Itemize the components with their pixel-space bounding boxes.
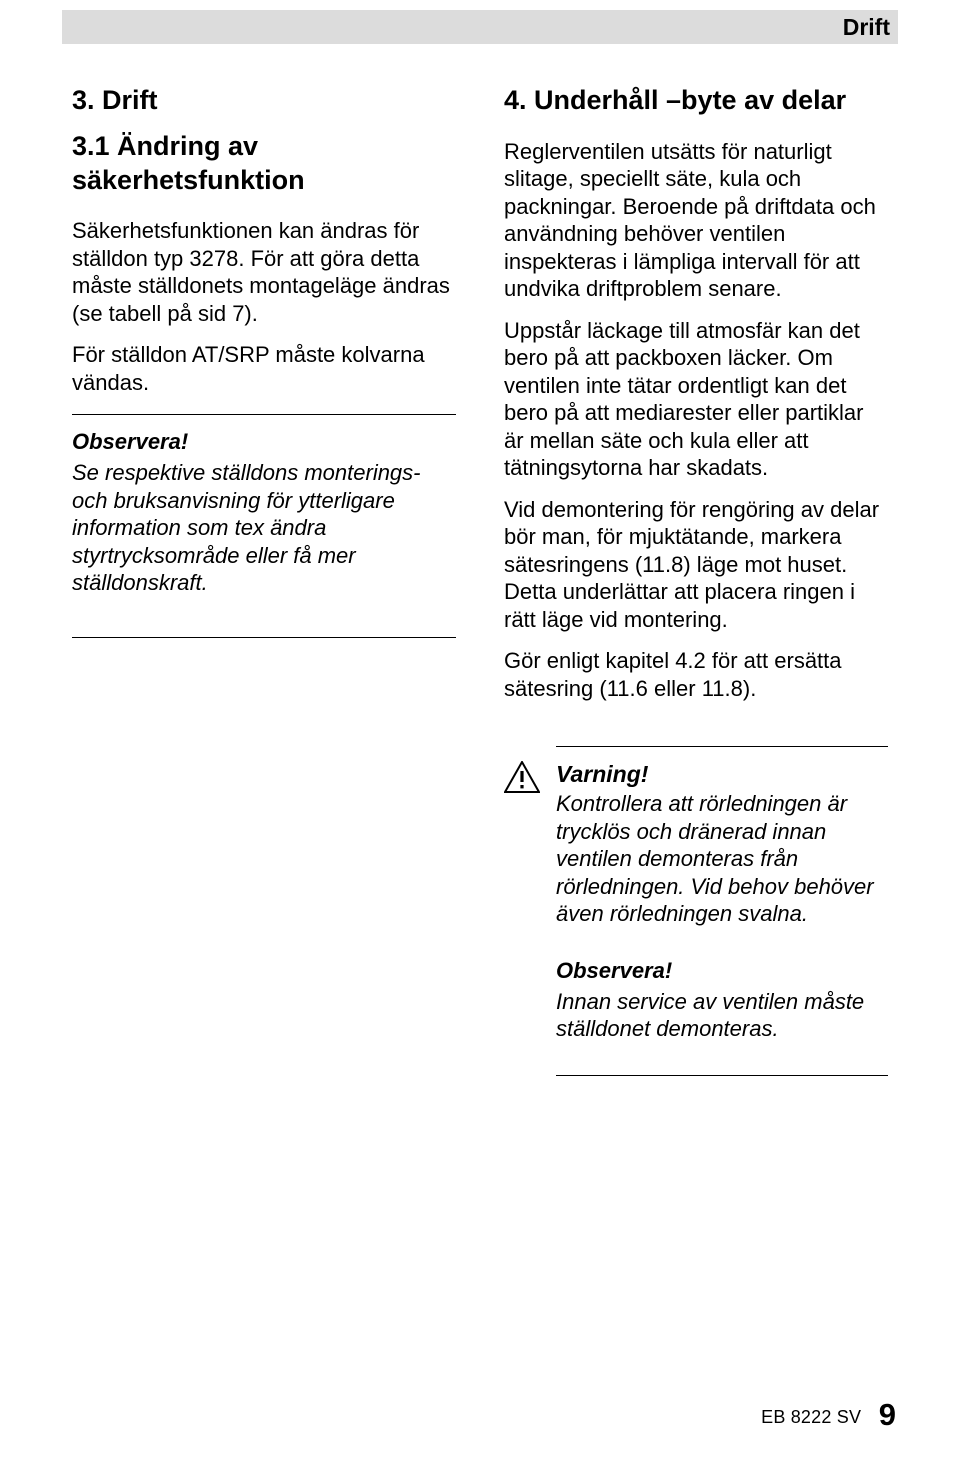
footer: EB 8222 SV 9 [761, 1397, 896, 1433]
page: Drift 3. Drift 3.1 Ändring av säkerhetsf… [0, 0, 960, 1461]
warning-block: Varning! Kontrollera att rörledningen är… [504, 746, 888, 1076]
right-column: 4. Underhåll –byte av delar Reglerventil… [504, 84, 888, 1090]
warning-label: Varning! [556, 761, 888, 788]
observera-text: Se respektive ställdons monterings- och … [72, 459, 456, 597]
warning-body: Varning! Kontrollera att rörledningen är… [556, 761, 888, 928]
section-4-heading: 4. Underhåll –byte av delar [504, 84, 888, 118]
right-p2: Uppstår läckage till atmosfär kan det be… [504, 317, 888, 482]
observera-2-block: Observera! Innan service av ventilen mås… [556, 958, 888, 1043]
right-p3: Vid demontering för rengöring av delar b… [504, 496, 888, 634]
warning-text: Kontrollera att rörledningen är trycklös… [556, 790, 888, 928]
divider [72, 637, 456, 638]
footer-doc-id: EB 8222 SV [761, 1407, 861, 1427]
header-bar [62, 10, 898, 44]
right-p1: Reglerventilen utsätts för naturligt sli… [504, 138, 888, 303]
left-column: 3. Drift 3.1 Ändring av säkerhetsfunktio… [72, 84, 456, 1090]
section-3-heading: 3. Drift [72, 84, 456, 118]
header-label: Drift [843, 14, 890, 41]
divider [72, 414, 456, 415]
observera-2-label: Observera! [556, 958, 888, 984]
warning-icon [504, 761, 540, 928]
left-p2: För ställdon AT/SRP måste kolvarna vända… [72, 341, 456, 396]
footer-page-number: 9 [879, 1397, 896, 1432]
section-3-1-heading: 3.1 Ändring av säkerhetsfunktion [72, 130, 456, 198]
divider [556, 1075, 888, 1076]
observera-label: Observera! [72, 429, 456, 455]
right-p4: Gör enligt kapitel 4.2 för att ersätta s… [504, 647, 888, 702]
observera-2-text: Innan service av ventilen måste ställdon… [556, 988, 888, 1043]
warning-row: Varning! Kontrollera att rörledningen är… [504, 761, 888, 928]
divider [556, 746, 888, 747]
left-p1: Säkerhetsfunktionen kan ändras för ställ… [72, 217, 456, 327]
content-columns: 3. Drift 3.1 Ändring av säkerhetsfunktio… [72, 84, 888, 1090]
